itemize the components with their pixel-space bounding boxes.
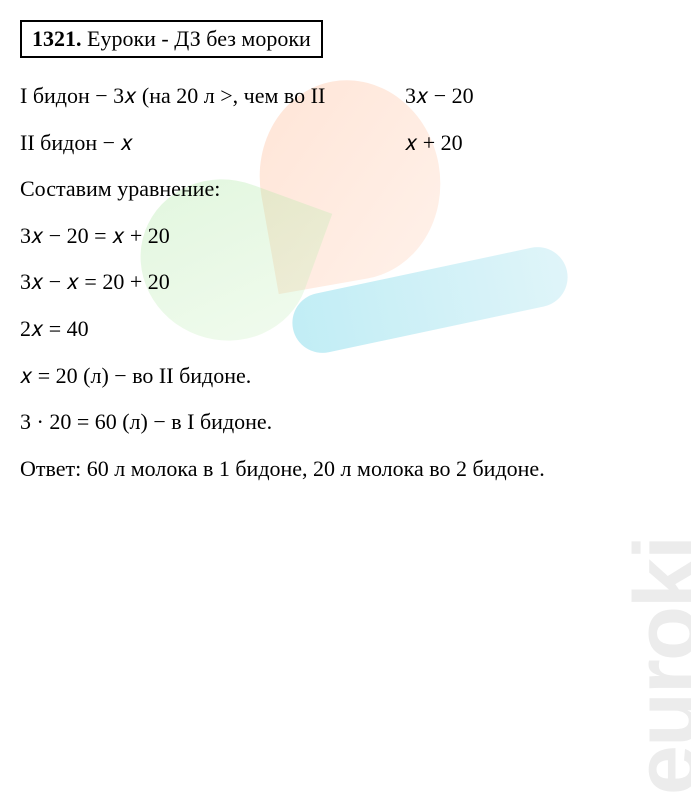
line-1-right: 3𝑥 − 20	[405, 82, 671, 111]
line-8: 3 · 20 = 60 (л) − в I бидоне.	[20, 408, 671, 437]
line-3: Составим уравнение:	[20, 175, 671, 204]
problem-number: 1321.	[32, 26, 82, 51]
watermark-text: euroki	[616, 537, 691, 795]
line-2: II бидон − 𝑥 𝑥 + 20	[20, 129, 671, 158]
line-2-left: II бидон − 𝑥	[20, 129, 405, 158]
line-1: I бидон − 3𝑥 (на 20 л >, чем во II 3𝑥 − …	[20, 82, 671, 111]
line-2-right: 𝑥 + 20	[405, 129, 671, 158]
line-1-left: I бидон − 3𝑥 (на 20 л >, чем во II	[20, 82, 405, 111]
line-7: 𝑥 = 20 (л) − во II бидоне.	[20, 362, 671, 391]
line-4: 3𝑥 − 20 = 𝑥 + 20	[20, 222, 671, 251]
title-box: 1321. Еуроки - ДЗ без мороки	[20, 20, 323, 58]
line-9-answer: Ответ: 60 л молока в 1 бидоне, 20 л моло…	[20, 455, 671, 484]
title-text: Еуроки - ДЗ без мороки	[82, 26, 311, 51]
line-5: 3𝑥 − 𝑥 = 20 + 20	[20, 268, 671, 297]
document-content: 1321. Еуроки - ДЗ без мороки I бидон − 3…	[20, 20, 671, 483]
line-6: 2𝑥 = 40	[20, 315, 671, 344]
